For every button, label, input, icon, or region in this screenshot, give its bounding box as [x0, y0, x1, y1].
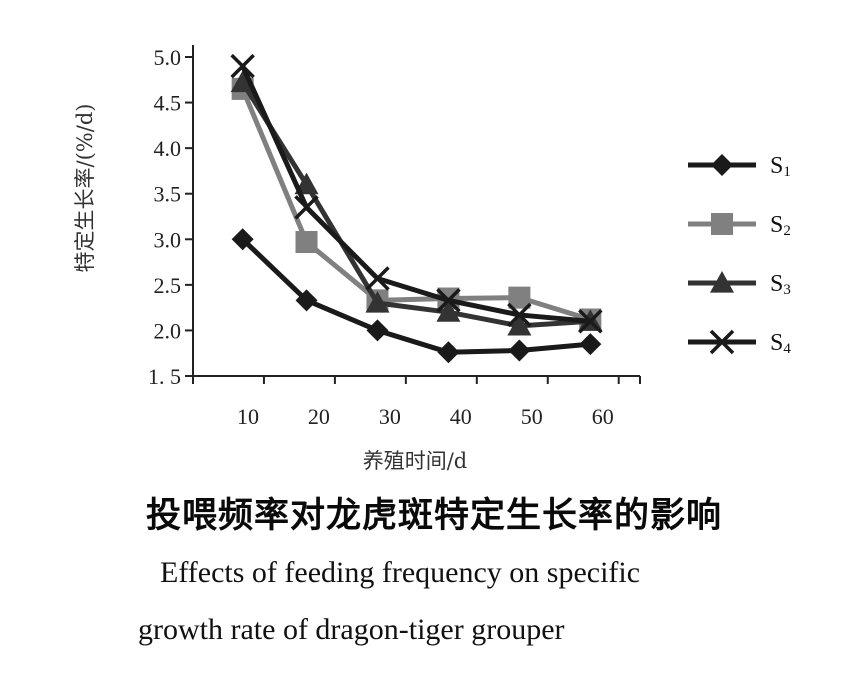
legend-label: S1 — [770, 153, 791, 180]
x-tick-label: 30 — [379, 404, 401, 429]
x-axis-title: 养殖时间/d — [363, 449, 468, 473]
y-axis-ticks: 1. 5 2.0 2.5 3.0 3.5 4.0 4.5 5.0 — [148, 45, 193, 389]
data-point — [578, 309, 603, 334]
marker-stroke — [709, 329, 735, 355]
x-tick-label: 40 — [450, 404, 472, 429]
data-point — [230, 70, 255, 93]
series-line — [240, 81, 591, 329]
x-tick-label: 10 — [237, 404, 259, 429]
data-point — [295, 231, 318, 254]
data-point — [294, 195, 319, 220]
chart-axes — [192, 45, 640, 377]
data-point — [437, 341, 460, 364]
data-point — [507, 302, 532, 328]
legend-marker — [711, 213, 733, 235]
legend-entry: S2 — [688, 212, 791, 239]
data-point — [436, 300, 461, 322]
data-point — [366, 319, 389, 342]
legend-label: S4 — [770, 330, 791, 357]
marker-stroke — [365, 266, 390, 291]
y-tick-label: 5.0 — [154, 45, 182, 70]
y-tick-label: 1. 5 — [148, 364, 181, 389]
figure-caption-english-line1: Effects of feeding frequency on specific — [160, 556, 641, 589]
legend-entry: S4 — [688, 329, 791, 357]
legend-marker — [711, 154, 733, 176]
legend-label: S3 — [770, 271, 791, 298]
y-tick-label: 3.0 — [154, 227, 182, 252]
x-tick-label: 50 — [521, 404, 543, 429]
legend-label: S2 — [770, 212, 791, 239]
legend-marker — [710, 271, 734, 293]
data-point — [295, 289, 318, 312]
data-point — [436, 288, 461, 313]
y-tick-label: 2.5 — [154, 273, 182, 298]
series-S3 — [230, 70, 603, 336]
figure-caption-chinese: 投喂频率对龙虎斑特定生长率的影响 — [145, 496, 722, 536]
chart-legend: S1 S2 S3 S4 — [688, 153, 791, 357]
data-point — [365, 266, 390, 291]
x-tick-label: 60 — [592, 404, 614, 429]
data-point — [508, 339, 531, 362]
data-point — [507, 313, 532, 336]
x-tick-label: 20 — [308, 404, 330, 429]
y-tick-label: 2.0 — [154, 318, 182, 343]
marker-stroke — [230, 53, 255, 79]
marker-stroke — [436, 288, 461, 313]
chart-series — [230, 53, 603, 364]
legend-entry: S3 — [688, 271, 791, 298]
legend-entry: S1 — [688, 153, 791, 180]
x-axis-ticks: 10 20 30 40 50 60 — [192, 376, 641, 429]
marker-stroke — [507, 302, 532, 328]
figure-caption-english-line2: growth rate of dragon-tiger grouper — [138, 613, 565, 646]
data-point — [579, 333, 602, 356]
y-axis-title: 特定生长率/(%/d) — [73, 104, 97, 273]
data-point — [231, 228, 254, 251]
legend-marker — [709, 329, 735, 355]
growth-rate-chart: 1. 5 2.0 2.5 3.0 3.5 4.0 4.5 5.0 10 20 30 40 50 60 S… — [73, 45, 791, 473]
y-tick-label: 4.0 — [154, 136, 182, 161]
series-line — [240, 237, 591, 355]
y-tick-label: 3.5 — [154, 182, 182, 207]
marker-stroke — [294, 195, 319, 220]
data-point — [230, 53, 255, 79]
data-point — [508, 286, 531, 309]
series-S1 — [231, 228, 602, 364]
series-S4 — [230, 53, 603, 334]
series-line — [240, 87, 592, 322]
marker-stroke — [578, 309, 603, 334]
series-line — [240, 65, 591, 324]
y-tick-label: 4.5 — [154, 91, 182, 116]
data-point — [365, 291, 390, 313]
